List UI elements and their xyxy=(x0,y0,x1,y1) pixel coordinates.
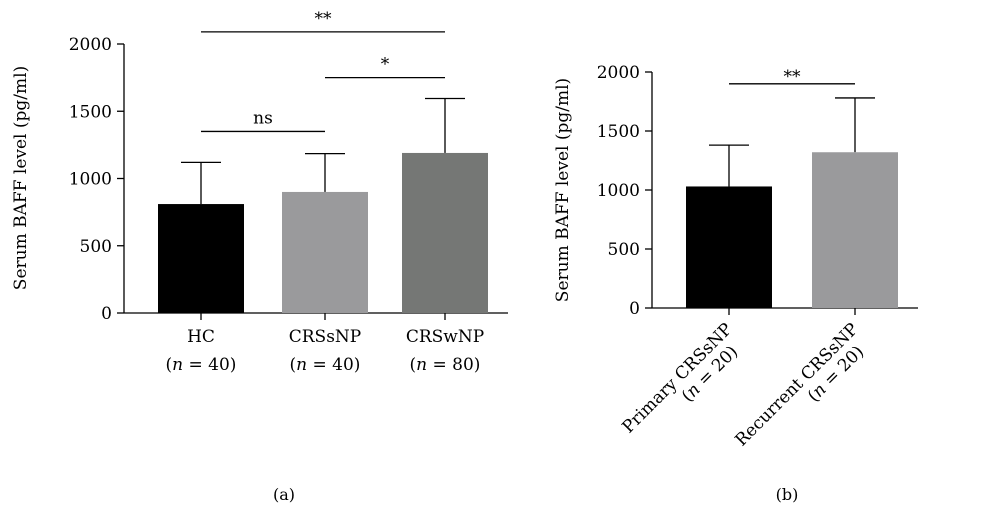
n-prefix: ( xyxy=(290,355,297,375)
bar xyxy=(282,191,368,313)
y-tick-label: 1000 xyxy=(597,181,640,201)
significance-label: ** xyxy=(315,9,333,29)
y-tick-label: 1000 xyxy=(69,170,112,190)
significance-label: ** xyxy=(784,67,802,87)
y-tick-label: 0 xyxy=(101,304,112,324)
category-label-group: Primary CRSsNP(n = 20) xyxy=(619,319,743,437)
category-label-group: Recurrent CRSsNP(n = 20) xyxy=(731,319,868,450)
category-n-label: (n = 40) xyxy=(290,355,361,375)
category-label: Recurrent CRSsNP xyxy=(731,319,862,450)
bar xyxy=(686,186,772,308)
panel-label: (b) xyxy=(776,485,799,504)
n-prefix: ( xyxy=(166,355,173,375)
n-variable: n xyxy=(416,355,427,375)
panel-label: (a) xyxy=(273,485,295,504)
n-value: = 40) xyxy=(307,355,360,375)
n-variable: n xyxy=(296,355,307,375)
y-tick-label: 1500 xyxy=(69,102,112,122)
category-label: CRSsNP xyxy=(289,327,362,347)
category-label: CRSwNP xyxy=(406,327,484,347)
significance-label: ns xyxy=(253,108,273,128)
y-axis-title: Serum BAFF level (pg/ml) xyxy=(11,66,31,290)
y-tick-label: 500 xyxy=(608,240,640,260)
bar xyxy=(402,152,488,313)
y-axis-title: Serum BAFF level (pg/ml) xyxy=(553,78,573,302)
y-tick-label: 2000 xyxy=(597,63,640,83)
y-tick-label: 500 xyxy=(80,237,112,257)
category-label: HC xyxy=(187,327,215,347)
n-variable: n xyxy=(172,355,183,375)
category-n-label: (n = 40) xyxy=(166,355,237,375)
bar xyxy=(812,152,898,308)
bar xyxy=(158,204,244,313)
n-prefix: ( xyxy=(410,355,417,375)
y-tick-label: 0 xyxy=(629,299,640,319)
y-tick-label: 1500 xyxy=(597,122,640,142)
significance-label: * xyxy=(381,55,390,75)
category-n-label: (n = 80) xyxy=(410,355,481,375)
n-value: = 40) xyxy=(183,355,236,375)
chart-panel-b: 0 500 1000 1500 2000 Serum BAFF level (pg/ml)… xyxy=(553,63,918,504)
y-tick-label: 2000 xyxy=(69,35,112,55)
n-value: = 80) xyxy=(427,355,480,375)
chart-panel-a: 0 500 1000 1500 2000 Serum BAFF level (pg/ml)… xyxy=(11,9,508,504)
